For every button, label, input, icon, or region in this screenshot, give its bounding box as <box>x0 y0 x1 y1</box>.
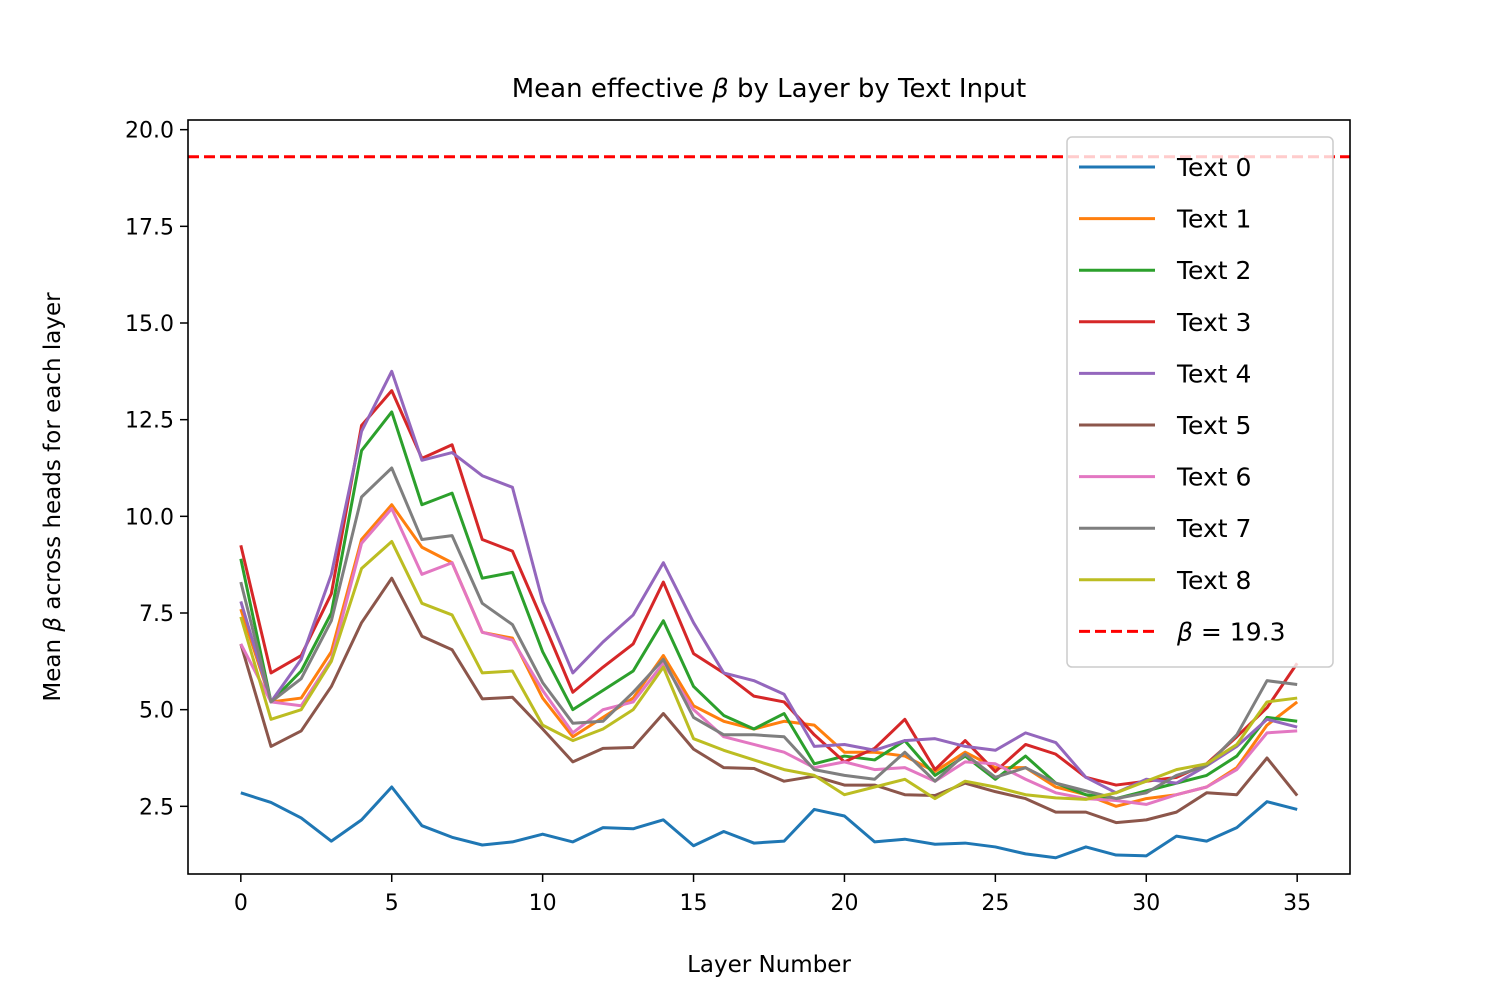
series-line-text-1 <box>239 503 1299 808</box>
legend-entry-label: Text 4 <box>1176 359 1251 388</box>
y-tick-label: 10.0 <box>125 505 174 530</box>
series-line-text-0 <box>240 785 1298 860</box>
x-tick-label: 20 <box>830 891 858 916</box>
chart-title: Mean effective β by Layer by Text Input <box>512 74 1026 104</box>
legend-entry-reference: β = 19.3 <box>1176 617 1285 646</box>
legend-entry-label: Text 3 <box>1176 308 1251 337</box>
x-tick-label: 30 <box>1132 891 1160 916</box>
x-tick-label: 35 <box>1283 891 1311 916</box>
series-line-text-6 <box>239 507 1298 806</box>
legend-entry-label: Text 2 <box>1176 256 1251 285</box>
legend-entry-label: Text 6 <box>1176 463 1251 492</box>
legend-entry-label: Text 1 <box>1176 205 1251 234</box>
plot-frame <box>187 119 1351 875</box>
y-tick-label: 17.5 <box>125 215 174 240</box>
x-tick-label: 5 <box>385 891 399 916</box>
y-tick-label: 15.0 <box>125 312 174 337</box>
y-tick-label: 20.0 <box>125 119 174 144</box>
series-line-text-8 <box>239 539 1298 801</box>
y-axis: 2.5 5.0 7.5 10.0 12.5 15.0 17.5 20.0 <box>125 119 188 820</box>
legend-entry-label: Text 8 <box>1176 566 1251 595</box>
legend-entry-label: Text 5 <box>1176 411 1251 440</box>
series-line-text-5 <box>239 576 1299 825</box>
y-axis-label: Mean β across heads for each layer <box>40 292 66 702</box>
x-tick-label: 10 <box>529 891 557 916</box>
legend-entry-label: Text 7 <box>1176 514 1251 543</box>
y-tick-label: 12.5 <box>125 409 174 434</box>
series-line-text-7 <box>239 466 1298 801</box>
legend-entry-label: Text 0 <box>1176 153 1251 182</box>
x-tick-label: 15 <box>680 891 708 916</box>
legend: Text 0 Text 1 Text 2 Text 3 Text 4 Text 5 Text… <box>1066 136 1334 668</box>
x-axis-label: Layer Number <box>687 952 851 978</box>
y-tick-label: 5.0 <box>139 699 174 724</box>
x-tick-label: 25 <box>981 891 1009 916</box>
y-tick-label: 7.5 <box>139 602 174 627</box>
x-axis: 0 5 10 15 20 25 30 35 <box>234 874 1311 916</box>
y-tick-label: 2.5 <box>139 795 174 820</box>
x-tick-label: 0 <box>234 891 248 916</box>
